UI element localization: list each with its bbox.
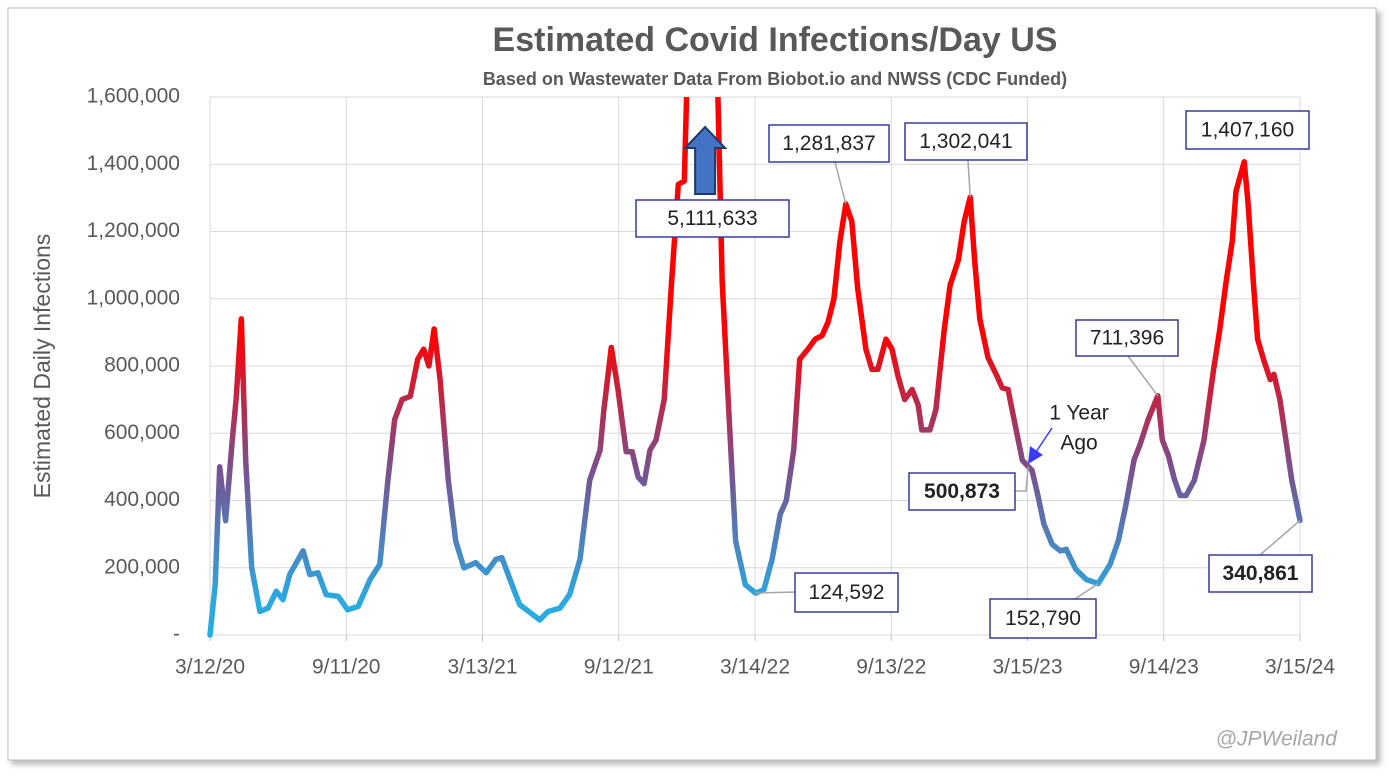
x-tick-label: 9/12/21 (584, 656, 654, 679)
annotation-box (908, 472, 1016, 511)
annotation-box (794, 572, 899, 613)
y-tick-label: 1,000,000 (87, 286, 180, 309)
x-tick-label: 3/15/23 (992, 656, 1062, 679)
y-axis-title: Estimated Daily Infections (29, 234, 55, 499)
annotation-box (1208, 554, 1313, 593)
note-arrowhead (1028, 446, 1043, 464)
y-tick-label: 1,400,000 (87, 152, 180, 175)
annotation-label: 124,592 (809, 581, 885, 604)
leader-line (755, 591, 796, 594)
x-tick-label: 9/13/22 (856, 656, 926, 679)
x-tick-label: 9/11/20 (312, 656, 381, 679)
leader-line (1127, 355, 1159, 397)
x-tick-label: 3/15/24 (1265, 656, 1335, 679)
annotation-label: 5,111,633 (667, 207, 757, 230)
chart-subtitle: Based on Wastewater Data From Biobot.io … (483, 69, 1067, 89)
leader-line (1015, 466, 1029, 492)
leader-line (834, 161, 847, 205)
leader-line (1074, 582, 1099, 600)
annotation-label: 152,790 (1005, 607, 1081, 630)
y-tick-label: 1,600,000 (87, 85, 180, 108)
annotation-box (904, 122, 1028, 161)
annotation-label: 1,281,837 (782, 132, 875, 155)
x-tick-label: 3/13/21 (447, 656, 517, 679)
chart-title: Estimated Covid Infections/Day US (493, 21, 1058, 59)
leader-line (1259, 519, 1301, 556)
note-text: 1 Year (1049, 402, 1109, 425)
leader-line (967, 159, 971, 198)
x-tick-label: 3/12/20 (175, 656, 245, 679)
annotation-label: 340,861 (1223, 562, 1299, 585)
data-line (207, 97, 1303, 638)
x-tick-label: 3/14/22 (720, 656, 790, 679)
watermark: @JPWeiland (1216, 728, 1339, 751)
y-tick-label: 1,200,000 (87, 219, 180, 242)
y-tick-label: - (173, 623, 180, 646)
y-tick-label: 800,000 (104, 354, 180, 377)
y-tick-label: 200,000 (104, 555, 180, 578)
annotation-label: 1,302,041 (919, 130, 1012, 153)
off-scale-arrow (682, 125, 728, 195)
annotation-box (989, 598, 1097, 639)
annotation-label: 500,873 (924, 480, 1000, 503)
annotation-label: 1,407,160 (1201, 119, 1294, 142)
annotation-box (1185, 110, 1310, 150)
annotation-box (1075, 319, 1179, 357)
note-text: Ago (1060, 432, 1097, 455)
chart-frame (7, 7, 1377, 761)
annotation-label: 711,396 (1090, 327, 1164, 350)
y-tick-label: 400,000 (104, 488, 180, 511)
annotation-box (768, 124, 890, 163)
note-arrow (1035, 427, 1053, 453)
annotation-box (635, 199, 790, 238)
y-tick-label: 600,000 (104, 421, 180, 444)
x-tick-label: 9/14/23 (1129, 656, 1199, 679)
